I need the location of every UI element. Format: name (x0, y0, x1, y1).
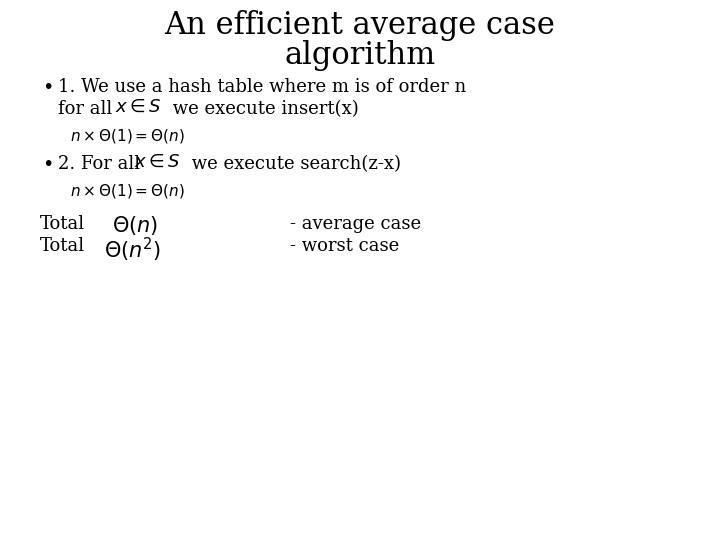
Text: we execute insert(x): we execute insert(x) (167, 100, 359, 118)
Text: •: • (42, 155, 53, 174)
Text: Total: Total (40, 215, 85, 233)
Text: An efficient average case: An efficient average case (165, 10, 555, 41)
Text: for all: for all (58, 100, 118, 118)
Text: 2. For all: 2. For all (58, 155, 146, 173)
Text: - worst case: - worst case (290, 237, 400, 255)
Text: we execute search(z-x): we execute search(z-x) (186, 155, 401, 173)
Text: $n \times \Theta(1) = \Theta(n)$: $n \times \Theta(1) = \Theta(n)$ (70, 127, 185, 145)
Text: •: • (42, 78, 53, 97)
Text: $x \in S$: $x \in S$ (134, 153, 181, 171)
Text: $\Theta(n)$: $\Theta(n)$ (112, 214, 158, 237)
Text: $\Theta(n^2)$: $\Theta(n^2)$ (104, 236, 161, 264)
Text: $x \in S$: $x \in S$ (115, 98, 162, 116)
Text: - average case: - average case (290, 215, 421, 233)
Text: 1. We use a hash table where m is of order n: 1. We use a hash table where m is of ord… (58, 78, 467, 96)
Text: $n \times \Theta(1) = \Theta(n)$: $n \times \Theta(1) = \Theta(n)$ (70, 182, 185, 200)
Text: Total: Total (40, 237, 85, 255)
Text: algorithm: algorithm (284, 40, 436, 71)
